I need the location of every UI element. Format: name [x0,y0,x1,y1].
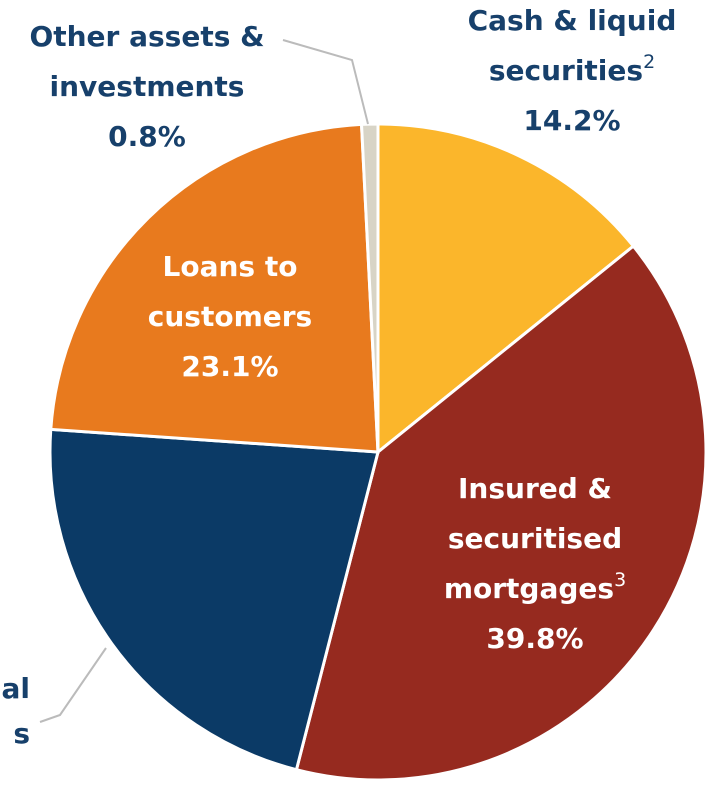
leader-line [39,647,107,723]
pie-slice [294,244,705,782]
value-label: 0.8% [108,120,186,153]
slice-label: securities2 [489,51,655,88]
slice-label: Cash & liquid [468,4,677,37]
pie-slice [376,122,636,456]
slice-label-text: Other assets & [29,20,264,53]
slice-label: investments [50,70,245,103]
slice-label-text: Cash & liquid [468,4,677,37]
slice-label: s [13,717,30,750]
slice-label-text: securitised [448,522,622,555]
pie-slice [48,427,380,772]
leader-line [282,39,369,125]
slice-label: Insured & [458,472,612,505]
slice-label-text: Loans to [163,250,298,283]
pie-slice [359,122,380,453]
slice-label-text: al [2,672,31,705]
value-label: 39.8% [486,622,583,655]
value-label: 23.1% [181,350,278,383]
footnote: 2 [643,51,655,73]
slice-label-text: Insured & [458,472,612,505]
slice-label: securitised [448,522,622,555]
slice-label-text: investments [50,70,245,103]
slice-label-text: securities [489,54,643,87]
slice-label: Loans to [163,250,298,283]
slice-label: mortgages3 [444,569,626,606]
slice-label: Other assets & [29,20,264,53]
value-label: 14.2% [523,104,620,137]
slice-label: al [2,672,31,705]
footnote: 3 [614,569,626,591]
pie-slice [49,122,380,454]
slice-label-text: customers [148,300,312,333]
slice-label: customers [148,300,312,333]
slice-label-text: mortgages [444,572,614,605]
slice-label-text: s [13,717,30,750]
